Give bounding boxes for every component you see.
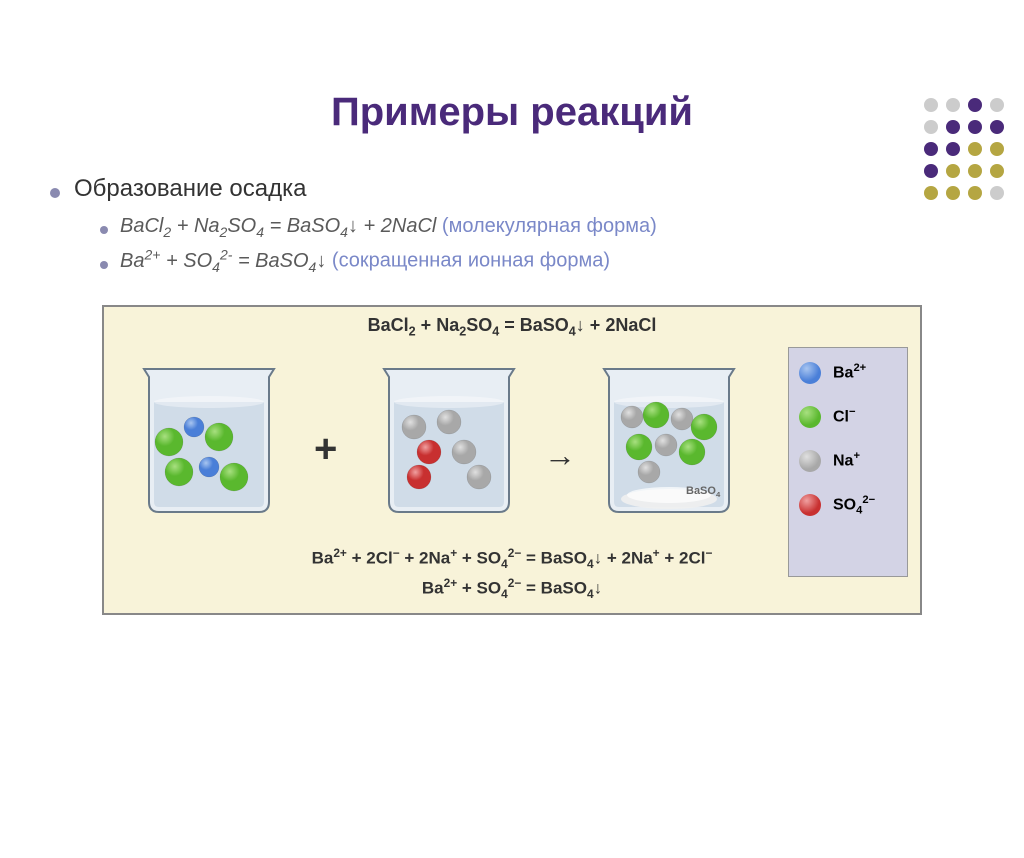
equation-annotation: (сокращенная ионная форма) [332, 250, 610, 272]
legend-ball-icon [799, 450, 821, 472]
legend-ball-icon [799, 406, 821, 428]
diagram-equation-full-ionic: Ba2+ + 2Cl− + 2Na+ + SO42− = BaSO4↓ + 2N… [312, 546, 713, 571]
slide-title: Примеры реакций [0, 90, 1024, 135]
reaction-diagram: BaCl2 + Na2SO4 = BaSO4↓ + 2NaCl + → BaSO… [102, 305, 922, 615]
arrow-icon: → [544, 437, 576, 474]
equation-molecular: BaCl2 + Na2SO4 = BaSO4↓ + 2NaCl [120, 215, 436, 237]
ion-legend: Ba2+ Cl− Na+ SO42− [788, 347, 908, 577]
bullet-sub-1: BaCl2 + Na2SO4 = BaSO4↓ + 2NaCl (молекул… [100, 215, 1024, 240]
corner-dots-decoration [924, 98, 1008, 204]
bullet-dot-icon [100, 261, 108, 269]
bullet-dot-icon [100, 226, 108, 234]
legend-label: Ba2+ [833, 362, 866, 382]
legend-label: Cl− [833, 406, 856, 426]
bullet-dot-icon [50, 188, 60, 198]
legend-item: Ba2+ [799, 362, 897, 384]
diagram-equation-top: BaCl2 + Na2SO4 = BaSO4↓ + 2NaCl [368, 315, 657, 339]
beaker-reactant-1 [134, 357, 284, 517]
bullet-main: Образование осадка [50, 175, 1024, 203]
equation-ionic: Ba2+ + SO42- = BaSO4↓ [120, 250, 326, 272]
legend-item: Na+ [799, 450, 897, 472]
plus-icon: + [314, 427, 337, 472]
precipitate-label: BaSO4 [686, 485, 720, 499]
legend-label: Na+ [833, 450, 860, 470]
bullet-sub-2: Ba2+ + SO42- = BaSO4↓ (сокращенная ионна… [100, 246, 1024, 275]
bullet-main-text: Образование осадка [74, 175, 307, 203]
legend-item: Cl− [799, 406, 897, 428]
diagram-equation-net-ionic: Ba2+ + SO42− = BaSO4↓ [422, 576, 602, 601]
legend-item: SO42− [799, 494, 897, 517]
beaker-product: BaSO4 [594, 357, 744, 517]
equation-annotation: (молекулярная форма) [442, 215, 657, 237]
legend-ball-icon [799, 362, 821, 384]
legend-label: SO42− [833, 494, 875, 517]
legend-ball-icon [799, 494, 821, 516]
content-area: Образование осадка BaCl2 + Na2SO4 = BaSO… [50, 175, 1024, 275]
beaker-reactant-2 [374, 357, 524, 517]
